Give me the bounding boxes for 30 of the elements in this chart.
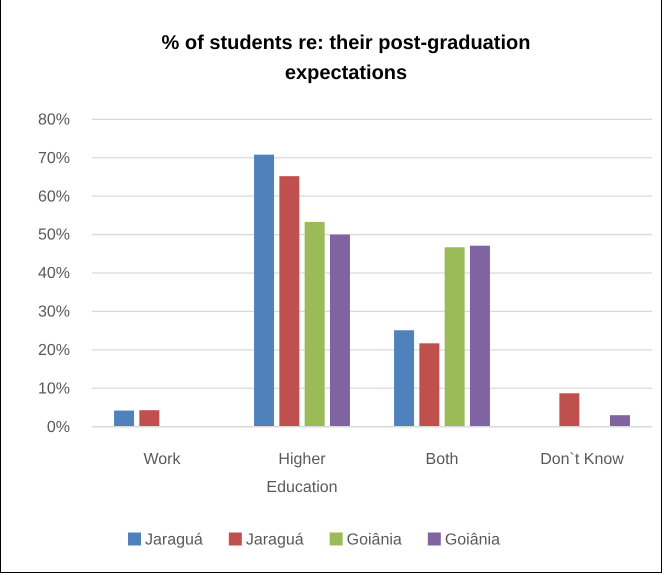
y-tick-label: 10% <box>38 380 70 398</box>
y-tick-label: 80% <box>38 111 70 128</box>
y-tick-label: 20% <box>38 342 70 359</box>
y-tick-label: 40% <box>38 265 70 282</box>
bar <box>419 343 440 427</box>
bar <box>470 246 490 427</box>
y-tick-label: 30% <box>38 304 70 321</box>
chart-title: % of students re: their post-graduation expectations <box>162 32 530 84</box>
bar <box>279 176 300 427</box>
bar <box>610 415 630 427</box>
x-tick-label: Both <box>426 451 458 468</box>
bar <box>254 154 274 427</box>
y-tick-label: 60% <box>38 188 70 206</box>
bar <box>330 234 350 427</box>
bar <box>444 247 465 427</box>
bar <box>139 410 160 427</box>
legend-label: Goiânia <box>444 532 500 549</box>
x-tick-label: Higher Education <box>266 451 338 496</box>
bar <box>559 393 580 427</box>
legend-label: Jaraguá <box>246 532 304 549</box>
bar <box>304 222 325 427</box>
y-tick-label: 70% <box>38 150 70 167</box>
y-tick-label: 50% <box>38 226 70 244</box>
y-tick-label: 0% <box>46 418 70 436</box>
x-tick-label: Don`t Know <box>540 451 624 468</box>
legend-label: Goiânia <box>346 532 402 549</box>
bar <box>114 410 134 427</box>
x-tick-label: Work <box>143 451 182 468</box>
legend-label: Jaraguá <box>145 532 203 549</box>
bar <box>394 330 414 427</box>
